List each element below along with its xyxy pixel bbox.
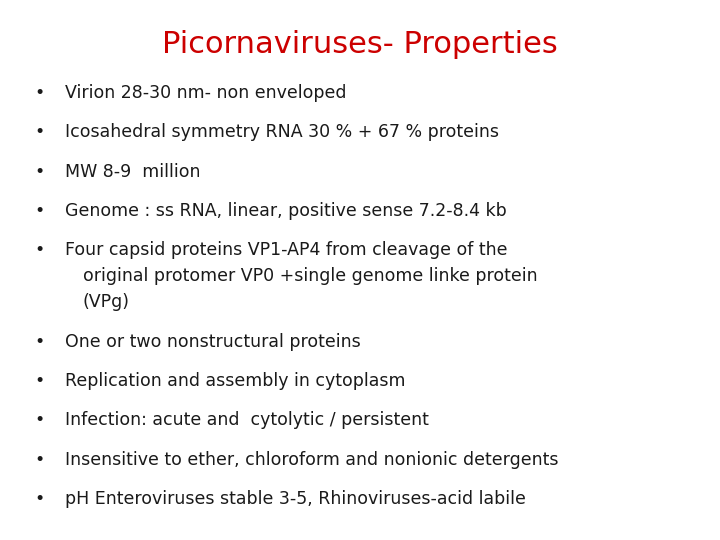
Text: Infection: acute and  cytolytic / persistent: Infection: acute and cytolytic / persist… bbox=[65, 411, 428, 429]
Text: •: • bbox=[35, 451, 45, 469]
Text: Four capsid proteins VP1-AP4 from cleavage of the: Four capsid proteins VP1-AP4 from cleava… bbox=[65, 241, 508, 259]
Text: One or two nonstructural proteins: One or two nonstructural proteins bbox=[65, 333, 361, 350]
Text: (VPg): (VPg) bbox=[83, 293, 130, 311]
Text: •: • bbox=[35, 372, 45, 390]
Text: MW 8-9  million: MW 8-9 million bbox=[65, 163, 200, 180]
Text: •: • bbox=[35, 490, 45, 508]
Text: •: • bbox=[35, 202, 45, 220]
Text: •: • bbox=[35, 123, 45, 141]
Text: pH Enteroviruses stable 3-5, Rhinoviruses-acid labile: pH Enteroviruses stable 3-5, Rhinoviruse… bbox=[65, 490, 526, 508]
Text: •: • bbox=[35, 411, 45, 429]
Text: Replication and assembly in cytoplasm: Replication and assembly in cytoplasm bbox=[65, 372, 405, 390]
Text: •: • bbox=[35, 241, 45, 259]
Text: Icosahedral symmetry RNA 30 % + 67 % proteins: Icosahedral symmetry RNA 30 % + 67 % pro… bbox=[65, 123, 499, 141]
Text: Insensitive to ether, chloroform and nonionic detergents: Insensitive to ether, chloroform and non… bbox=[65, 451, 558, 469]
Text: original protomer VP0 +single genome linke protein: original protomer VP0 +single genome lin… bbox=[83, 267, 537, 285]
Text: Virion 28-30 nm- non enveloped: Virion 28-30 nm- non enveloped bbox=[65, 84, 346, 102]
Text: Picornaviruses- Properties: Picornaviruses- Properties bbox=[162, 30, 558, 59]
Text: •: • bbox=[35, 333, 45, 350]
Text: Genome : ss RNA, linear, positive sense 7.2-8.4 kb: Genome : ss RNA, linear, positive sense … bbox=[65, 202, 507, 220]
Text: •: • bbox=[35, 163, 45, 180]
Text: •: • bbox=[35, 84, 45, 102]
